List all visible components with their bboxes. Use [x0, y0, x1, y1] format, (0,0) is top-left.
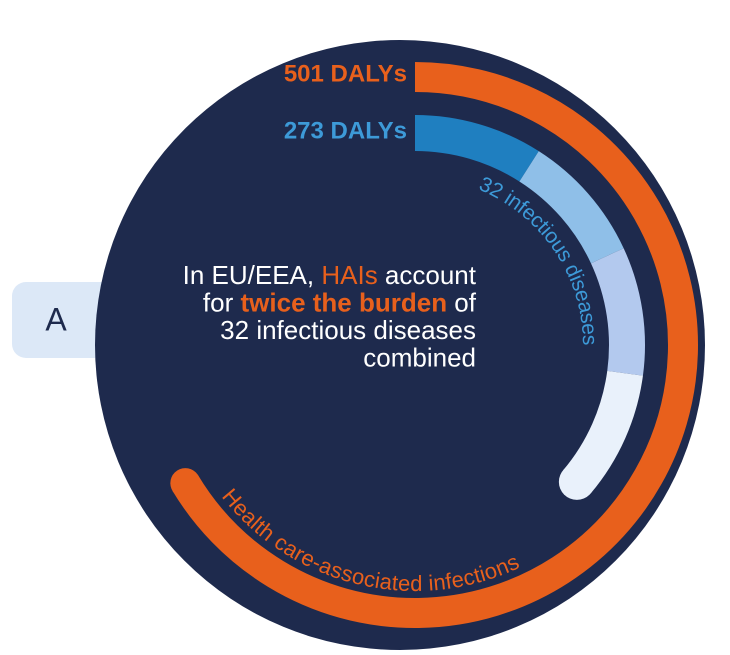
bar-cap: [170, 468, 201, 499]
annotation-part: combined: [363, 342, 476, 372]
annotation: combined: [363, 342, 476, 372]
bar-segment: [414, 115, 539, 182]
annotation-part: In EU/EEA,: [183, 260, 322, 290]
annotation-part: for: [203, 287, 241, 317]
annotation-part: twice the burden: [241, 287, 448, 317]
value-label: 501 DALYs: [284, 60, 407, 87]
annotation-part: of: [447, 287, 477, 317]
annotation-part: account: [378, 260, 477, 290]
bar-segment: [519, 151, 624, 264]
annotation-part: 32 infectious diseases: [220, 315, 476, 345]
bar-cap: [558, 463, 595, 500]
annotation: for twice the burden of: [203, 287, 477, 317]
annotation-part: HAIs: [321, 260, 377, 290]
panel-label: A: [45, 301, 67, 337]
panel-box: [12, 282, 122, 358]
bar-arc: [172, 62, 698, 628]
bar-segment: [590, 248, 645, 376]
bar-arc: [414, 115, 645, 500]
value-label: 273 DALYs: [284, 117, 407, 144]
annotation: 32 infectious diseases: [220, 315, 476, 345]
annotation: In EU/EEA, HAIs account: [183, 260, 477, 290]
